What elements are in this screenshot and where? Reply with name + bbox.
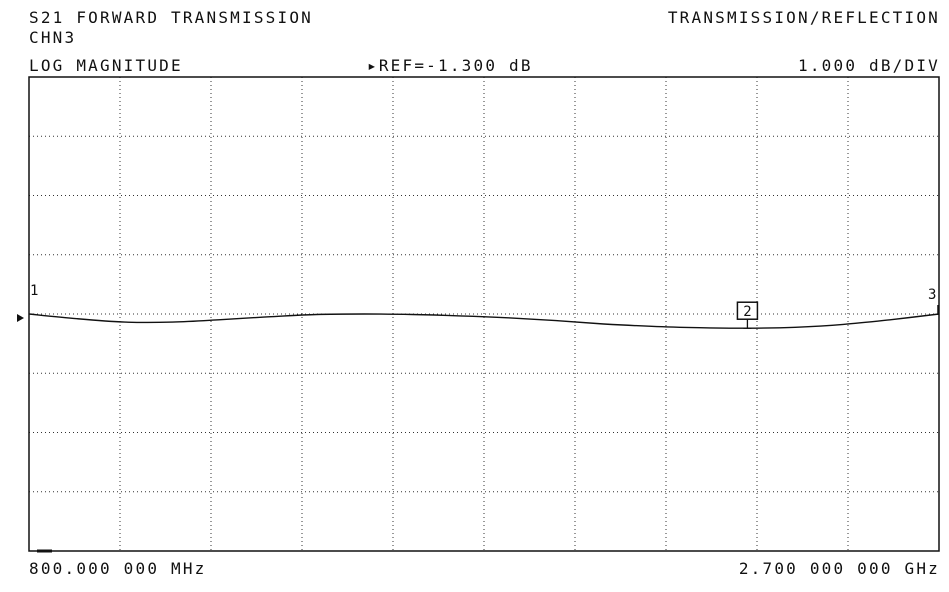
marker-label: 1: [30, 283, 38, 299]
start-frequency: 800.000 000 MHz: [29, 559, 207, 578]
measurement-title: S21 FORWARD TRANSMISSION: [29, 8, 313, 27]
test-set-mode: TRANSMISSION/REFLECTION: [667, 8, 940, 27]
marker-label: 2: [743, 304, 751, 320]
marker-group: 1 2 3: [30, 283, 939, 329]
reference-arrow-icon: ▸: [367, 56, 379, 75]
channel-label: CHN3: [29, 28, 77, 47]
stop-frequency: 2.700 000 000 GHz: [738, 559, 940, 578]
scale-per-division: 1.000 dB/DIV: [798, 56, 940, 75]
series-line: [28, 313, 940, 329]
display-format: LOG MAGNITUDE: [29, 56, 183, 75]
reference-level-text: REF=-1.300 dB: [378, 56, 533, 75]
graticule: [29, 77, 939, 551]
marker-label: 3: [928, 287, 936, 303]
reference-position-arrow-icon: [17, 314, 24, 322]
reference-level: ▸REF=-1.300 dB: [367, 57, 533, 75]
trace-group: [28, 313, 940, 329]
marker-box: [736, 301, 759, 320]
